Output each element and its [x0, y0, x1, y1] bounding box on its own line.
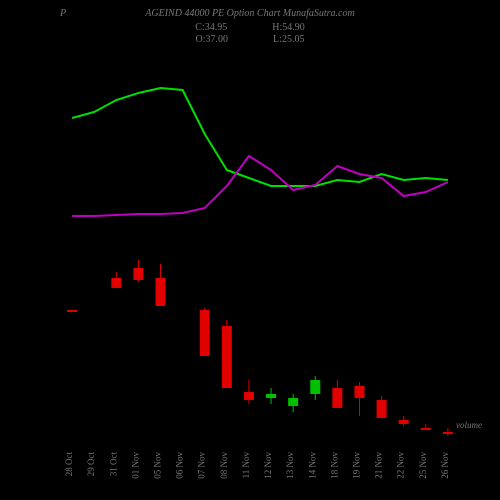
- candle-body: [222, 326, 232, 388]
- x-tick-label: 25 Nov: [418, 452, 428, 479]
- chart-title: AGEIND 44000 PE Option Chart MunafaSutra…: [145, 8, 354, 19]
- x-tick-label: 12 Nov: [263, 452, 273, 479]
- candle-body: [421, 428, 431, 430]
- ohlc-row-2: O: 37.00 L: 25.05: [196, 34, 305, 45]
- magenta-line: [72, 156, 448, 216]
- x-tick-label: 19 Nov: [351, 452, 361, 479]
- x-tick-label: 28 Oct: [64, 452, 74, 477]
- ohlc-c: 34.95: [205, 22, 228, 33]
- x-tick-label: 01 Nov: [130, 452, 140, 479]
- candle-body: [399, 420, 409, 424]
- x-tick-label: 26 Nov: [440, 452, 450, 479]
- x-tick-label: 13 Nov: [285, 452, 295, 479]
- candle-body: [156, 278, 166, 306]
- candle-body: [354, 386, 364, 398]
- candle-body: [332, 388, 342, 408]
- x-tick-label: 22 Nov: [396, 452, 406, 479]
- chart-svg: 28 Oct 29 Oct 31 Oct 01 Nov 05 Nov 06 Nov 07 N…: [0, 0, 500, 500]
- x-tick-label: 07 Nov: [197, 452, 207, 479]
- x-tick-label: 06 Nov: [175, 452, 185, 479]
- volume-label: volume: [456, 420, 482, 430]
- x-tick-label: 11 Nov: [241, 452, 251, 479]
- candle-body: [443, 432, 453, 434]
- p-label: P: [60, 8, 66, 19]
- ohlc-h: 54.90: [282, 22, 305, 33]
- x-tick-label: 14 Nov: [307, 452, 317, 479]
- candle-body: [133, 268, 143, 280]
- x-tick-label: 29 Oct: [86, 452, 96, 477]
- x-tick-label: 08 Nov: [219, 452, 229, 479]
- candle-body: [67, 310, 77, 312]
- chart-container: { "header": { "p_label": "P", "title": "…: [0, 0, 500, 500]
- candle-body: [288, 398, 298, 406]
- x-tick-label: 05 Nov: [153, 452, 163, 479]
- x-tick-label: 21 Nov: [374, 452, 384, 479]
- candle-body: [377, 400, 387, 418]
- ohlc-o: 37.00: [206, 34, 229, 45]
- candle-body: [111, 278, 121, 288]
- ohlc-l: 25.05: [282, 34, 305, 45]
- green-line: [72, 88, 448, 186]
- ohlc-row-1: C: 34.95 H: 54.90: [195, 22, 304, 33]
- x-tick-label: 18 Nov: [329, 452, 339, 479]
- candle-body: [310, 380, 320, 394]
- x-tick-label: 31 Oct: [108, 452, 118, 477]
- candle-body: [266, 394, 276, 398]
- candle-body: [200, 310, 210, 356]
- candle-body: [244, 392, 254, 400]
